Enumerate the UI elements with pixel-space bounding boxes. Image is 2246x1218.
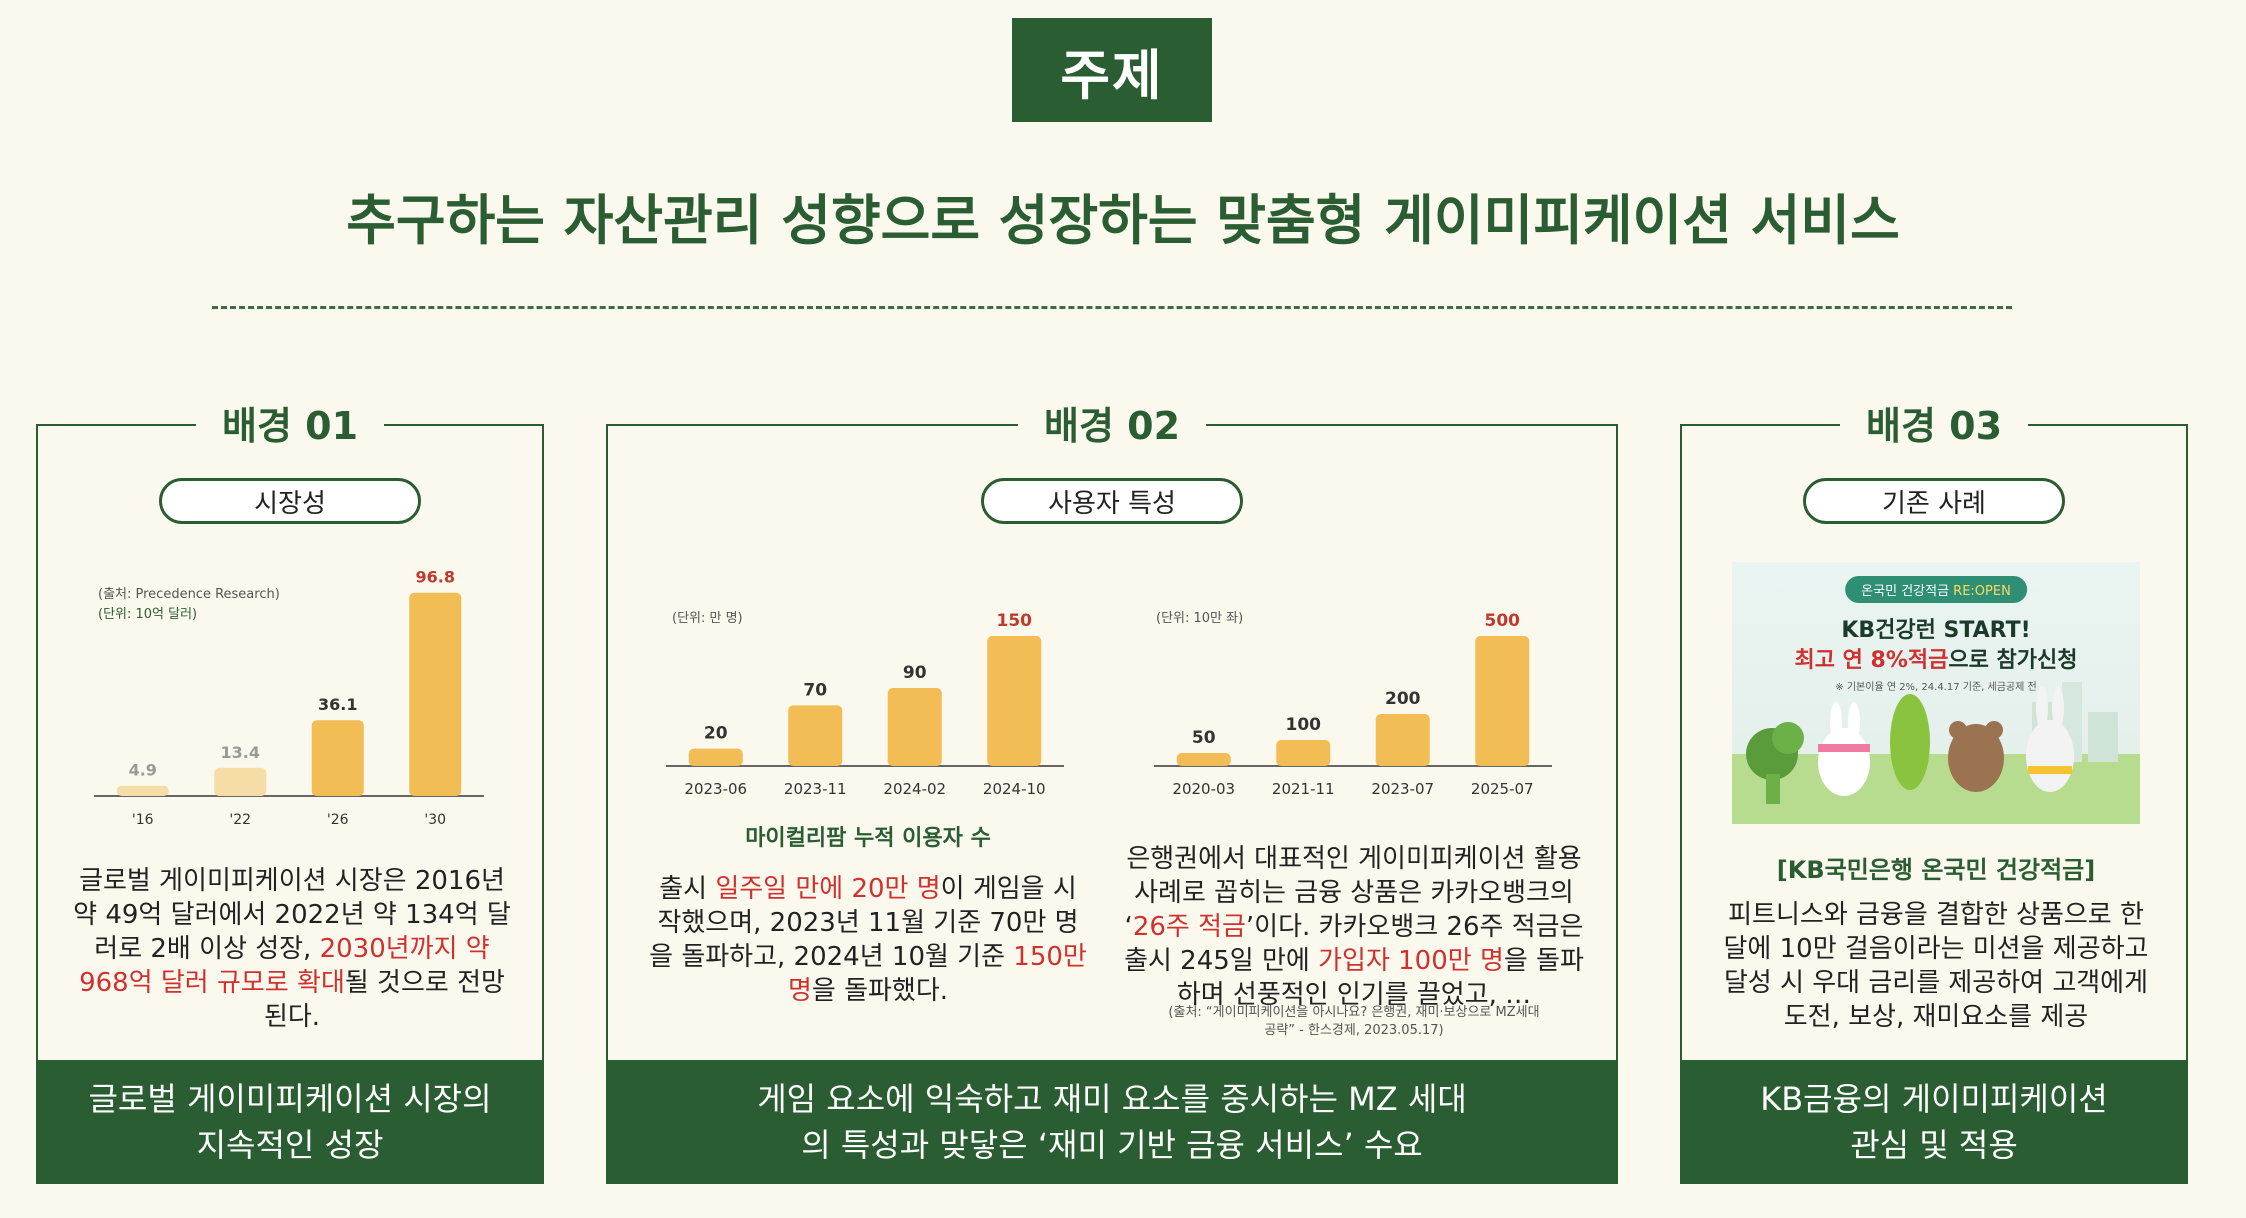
body-text: 이 게임을 시작했으며, 2023년 11월 기준 70만 명을 돌파하고, 2…	[649, 874, 1079, 972]
promo-headline: KB건강런 START!	[1841, 618, 2031, 643]
category-pill: 기존 사례	[1803, 478, 2065, 524]
case-description: 피트니스와 금융을 결합한 상품으로 한 달에 10만 걸음이라는 미션을 제공…	[1723, 900, 2149, 1032]
x-tick-label: 2024-02	[883, 780, 946, 798]
chart-bar	[788, 705, 843, 766]
chart-bar	[1276, 740, 1331, 766]
market-description: 글로벌 게이미피케이션 시장은 2016년 약 49억 달러에서 2022년 약…	[68, 864, 516, 1034]
panel-conclusion: 글로벌 게이미피케이션 시장의 지속적인 성장	[36, 1060, 544, 1184]
panel-background-01: 배경 01 시장성 (출처: Precedence Research) (단위:…	[36, 402, 544, 1184]
panel-background-03: 배경 03 기존 사례 온국민 건강적금 RE:OPEN KB건강런 START…	[1680, 402, 2188, 1184]
x-tick-label: 2025-07	[1471, 780, 1534, 798]
bar-value-label: 70	[803, 680, 827, 700]
chart-bar	[409, 592, 462, 796]
chart-bar	[688, 748, 743, 766]
body-text: 될 것으로 전망된다.	[263, 968, 505, 1032]
panel-conclusion: 게임 요소에 익숙하고 재미 요소를 중시하는 MZ 세대 의 특성과 맞닿은 ‘…	[606, 1060, 1618, 1184]
chart-bar	[1375, 714, 1430, 766]
x-tick-label: 2024-10	[983, 780, 1046, 798]
panel-title: 배경 01	[195, 402, 385, 450]
chart-caption: 마이컬리팜 누적 이용자 수	[745, 826, 991, 851]
promo-banner-image: 온국민 건강적금 RE:OPEN KB건강런 START! 최고 연 8%적금으…	[1732, 562, 2140, 824]
x-tick-label: 2023-11	[784, 780, 847, 798]
highlight-text: 가입자 100만 명	[1318, 946, 1504, 976]
highlight-text: 일주일 만에 20만 명	[715, 874, 941, 904]
chart-bar	[116, 785, 169, 796]
dashed-divider	[212, 306, 2012, 309]
body-text: 을 돌파하며 선풍적인 인기를 끌었고, …	[1176, 946, 1584, 1010]
x-tick-label: '16	[132, 812, 154, 828]
promo-subheadline: 최고 연 8%적금으로 참가신청	[1794, 648, 2078, 673]
promo-note: ※ 기본이율 연 2%, 24.4.17 기준, 세금공제 전	[1835, 682, 2037, 693]
bar-value-label: 96.8	[416, 568, 455, 587]
panel-title: 배경 02	[1017, 402, 1207, 450]
body-text: 출시	[659, 874, 716, 904]
bar-value-label: 200	[1385, 689, 1421, 709]
topic-badge: 주제	[1012, 18, 1212, 122]
x-tick-label: 2020-03	[1172, 780, 1235, 798]
bar-value-label: 90	[903, 663, 927, 683]
x-tick-label: '30	[424, 812, 446, 828]
bar-value-label: 20	[704, 724, 728, 744]
article-source: (출처: “게이미피케이션을 아시나요? 은행권, 재미·보상으로 MZ세대 공략…	[1168, 1005, 1540, 1038]
accounts-chart: 50 2020-03 100 2021-11 200 2023-07 500 2025-07	[1154, 611, 1552, 798]
body-text: ’이다. 카카오뱅크 26주 적금은 출시 245일 만에	[1124, 912, 1584, 976]
bar-value-label: 500	[1485, 611, 1521, 631]
case-title: [KB국민은행 온국민 건강적금]	[1776, 856, 2096, 884]
chart-bar	[214, 767, 267, 796]
bar-value-label: 150	[997, 611, 1033, 631]
x-tick-label: 2021-11	[1272, 780, 1335, 798]
panel-title: 배경 03	[1839, 402, 2029, 450]
chart-bar	[987, 636, 1042, 766]
users-description: 출시 일주일 만에 20만 명이 게임을 시작했으며, 2023년 11월 기준…	[648, 872, 1088, 1008]
users-chart: 20 2023-06 70 2023-11 90 2024-02 150 2024-10	[666, 611, 1064, 798]
mascot-characters-illustration	[1746, 682, 2118, 804]
chart-unit: (단위: 10억 달러)	[98, 607, 198, 622]
chart-source: (출처: Precedence Research)	[98, 587, 280, 602]
chart-bar	[311, 720, 364, 796]
highlight-text: 150만 명	[787, 942, 1087, 1006]
chart-unit: (단위: 10만 좌)	[1156, 611, 1244, 626]
panel-background-02: 배경 02 사용자 특성 (단위: 만 명) (단위: 10만 좌) 20 202…	[606, 402, 1618, 1184]
bar-value-label: 36.1	[318, 695, 357, 714]
bar-value-label: 4.9	[129, 761, 157, 780]
body-text: 을 돌파했다.	[811, 976, 949, 1006]
x-tick-label: 2023-06	[684, 780, 747, 798]
highlight-text: 2030년까지 약 968억 달러 규모로 확대	[79, 934, 490, 998]
x-tick-label: '22	[229, 812, 251, 828]
category-pill: 사용자 특성	[981, 478, 1243, 524]
chart-bar	[887, 688, 942, 766]
headline: 추구하는 자산관리 성향으로 성장하는 맞춤형 게이미피케이션 서비스	[346, 189, 1900, 252]
highlight-text: 26주 적금	[1132, 912, 1246, 942]
promo-tag: 온국민 건강적금 RE:OPEN	[1845, 576, 2027, 603]
panel-conclusion: KB금융의 게이미피케이션 관심 및 적용	[1680, 1060, 2188, 1184]
bar-value-label: 50	[1192, 728, 1216, 748]
bar-value-label: 13.4	[221, 743, 260, 762]
body-text: 은행권에서 대표적인 게이미피케이션 활용 사례로 꼽히는 금융 상품은 카카오…	[1124, 844, 1582, 942]
accounts-description: 은행권에서 대표적인 게이미피케이션 활용 사례로 꼽히는 금융 상품은 카카오…	[1116, 842, 1592, 1012]
chart-bar	[1475, 636, 1530, 766]
chart-bar	[1176, 753, 1231, 766]
category-pill: 시장성	[159, 478, 421, 524]
bar-value-label: 100	[1286, 715, 1322, 735]
chart-unit: (단위: 만 명)	[672, 611, 743, 626]
x-tick-label: 2023-07	[1371, 780, 1434, 798]
body-text: 글로벌 게이미피케이션 시장은 2016년 약 49억 달러에서 2022년 약…	[73, 866, 511, 964]
x-tick-label: '26	[327, 812, 349, 828]
market-size-chart: 4.9 '16 13.4 '22 36.1 '26 96.8 '30	[94, 568, 484, 828]
